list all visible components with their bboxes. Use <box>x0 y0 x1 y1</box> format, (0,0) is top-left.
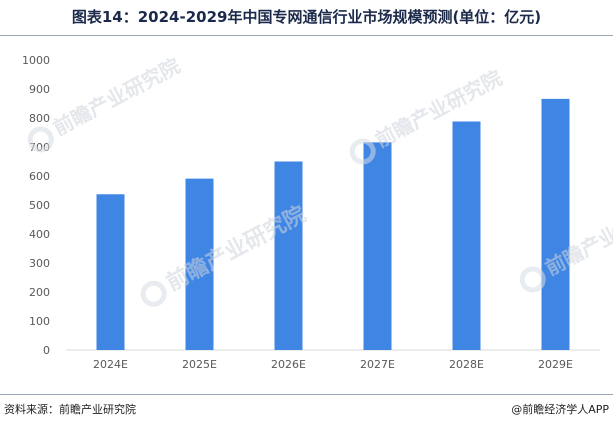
y-tick-label: 0 <box>43 344 50 357</box>
x-tick-label: 2028E <box>449 358 484 371</box>
title-divider <box>0 35 613 36</box>
bar-2029E <box>541 98 570 350</box>
chart-title: 图表14：2024-2029年中国专网通信行业市场规模预测(单位：亿元) <box>71 8 542 26</box>
y-tick-label: 900 <box>29 83 50 96</box>
bar-2025E <box>185 178 214 350</box>
bar-chart: 0 100 200 300 400 500 600 700 800 900 1000 2024E 202… <box>22 54 600 371</box>
y-tick-label: 600 <box>29 170 50 183</box>
source-label: 资料来源：前瞻产业研究院 <box>4 403 136 416</box>
x-tick-label: 2024E <box>93 358 128 371</box>
y-tick-label: 100 <box>29 315 50 328</box>
bar-2028E <box>452 121 481 350</box>
y-tick-label: 200 <box>29 286 50 299</box>
x-tick-label: 2027E <box>360 358 395 371</box>
footer-divider <box>0 394 613 395</box>
y-tick-label: 400 <box>29 228 50 241</box>
bar-2026E <box>274 161 303 350</box>
y-tick-label: 300 <box>29 257 50 270</box>
bar-2024E <box>96 194 125 350</box>
y-tick-label: 800 <box>29 112 50 125</box>
chart-area: 前瞻产业研究院 前瞻产业研究院 前瞻产业研究院 前瞻产业研究院 0 100 200 3… <box>0 38 613 392</box>
x-tick-label: 2029E <box>538 358 573 371</box>
y-tick-label: 700 <box>29 141 50 154</box>
x-tick-label: 2026E <box>271 358 306 371</box>
y-tick-label: 1000 <box>22 54 50 67</box>
y-tick-label: 500 <box>29 199 50 212</box>
credit-label: @前瞻经济学人APP <box>511 403 609 416</box>
x-tick-label: 2025E <box>182 358 217 371</box>
bar-2027E <box>363 142 392 350</box>
